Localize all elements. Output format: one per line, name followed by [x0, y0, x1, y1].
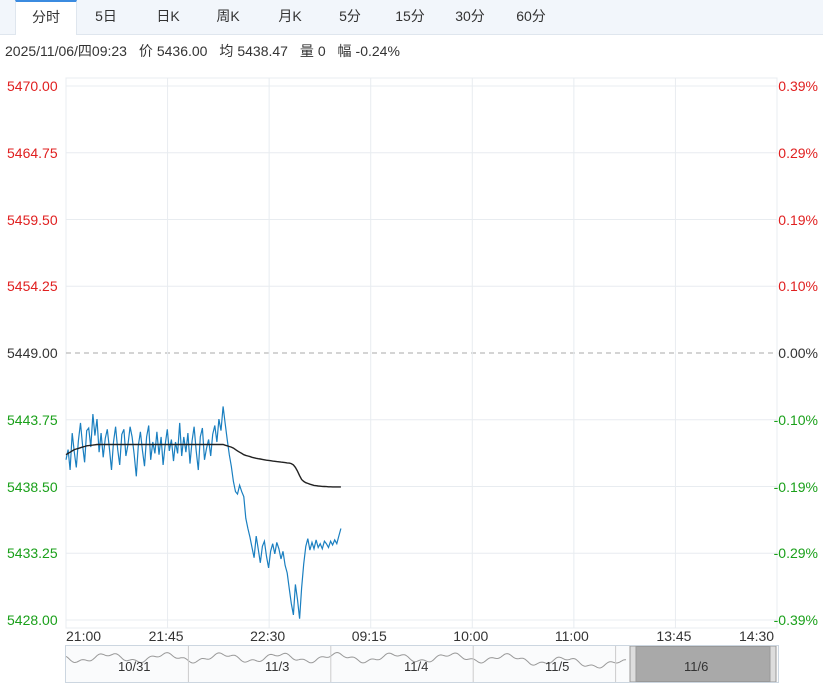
y-tick-right: -0.39%: [773, 612, 818, 628]
price-value: 5436.00: [156, 43, 208, 59]
y-tick-right: -0.19%: [773, 478, 818, 495]
tab-5[interactable]: 5分: [339, 8, 361, 24]
y-tick-left: 5459.50: [7, 211, 58, 228]
tab-3[interactable]: 周K: [216, 8, 240, 24]
tab-6[interactable]: 15分: [395, 8, 425, 24]
x-tick-label: 09:15: [351, 628, 387, 644]
y-tick-left: 5449.00: [7, 345, 58, 361]
navigator-overview: [66, 646, 777, 682]
x-tick-label: 10:00: [453, 628, 489, 644]
y-tick-right: -0.29%: [773, 545, 818, 562]
x-tick-label: 21:00: [66, 628, 102, 644]
x-tick-label: 11:00: [554, 628, 589, 644]
y-tick-right: 0.39%: [778, 78, 818, 94]
price-line: [65, 406, 342, 619]
avg-line: [65, 443, 341, 488]
x-tick-label: 21:45: [148, 628, 184, 644]
navigator-handle-left: [629, 646, 637, 682]
tab-7[interactable]: 30分: [455, 8, 485, 24]
avg-label: 均: [219, 43, 234, 59]
navigator-date-label: 11/6: [684, 659, 709, 674]
y-tick-left: 5433.25: [7, 545, 58, 562]
tab-2[interactable]: 日K: [156, 8, 180, 24]
x-tick-label: 22:30: [250, 628, 286, 644]
price-label: 价: [138, 43, 153, 59]
period-tabs: 分时 5日 日K 周K 月K 5分 15分 30分 60分: [0, 0, 823, 35]
y-tick-right: 0.29%: [778, 144, 818, 161]
y-tick-left: 5438.50: [7, 478, 58, 495]
tab-4[interactable]: 月K: [278, 8, 302, 24]
y-tick-left: 5428.00: [7, 612, 58, 628]
y-tick-right: 0.00%: [778, 345, 818, 361]
navigator-date-label: 11/3: [265, 659, 290, 674]
y-tick-right: 0.10%: [778, 278, 818, 295]
navigator-date-label: 10/31: [118, 659, 151, 674]
time-navigator[interactable]: [65, 645, 779, 683]
avg-value: 5438.47: [237, 43, 288, 59]
y-tick-right: -0.10%: [773, 411, 818, 428]
quote-datetime: 2025/11/06/四09:23: [5, 43, 127, 59]
x-tick-label: 14:30: [739, 628, 775, 644]
y-tick-right: 0.19%: [778, 211, 818, 228]
tab-1[interactable]: 5日: [95, 8, 117, 24]
navigator-date-label: 11/5: [545, 659, 570, 674]
y-tick-left: 5443.75: [7, 411, 58, 428]
y-tick-left: 5464.75: [7, 144, 58, 161]
volume-label: 量: [299, 43, 314, 59]
navigator-handle-right: [769, 646, 777, 682]
x-tick-label: 13:45: [656, 628, 692, 644]
y-tick-left: 5454.25: [7, 278, 58, 295]
navigator-trace: [66, 651, 627, 669]
y-tick-left: 5470.00: [7, 78, 58, 94]
tab-8[interactable]: 60分: [516, 8, 546, 24]
change-value: -0.24%: [355, 43, 400, 59]
change-label: 幅: [337, 43, 352, 59]
volume-value: 0: [317, 43, 326, 59]
navigator-date-label: 11/4: [404, 659, 429, 674]
tab-0[interactable]: 分时: [15, 0, 77, 35]
